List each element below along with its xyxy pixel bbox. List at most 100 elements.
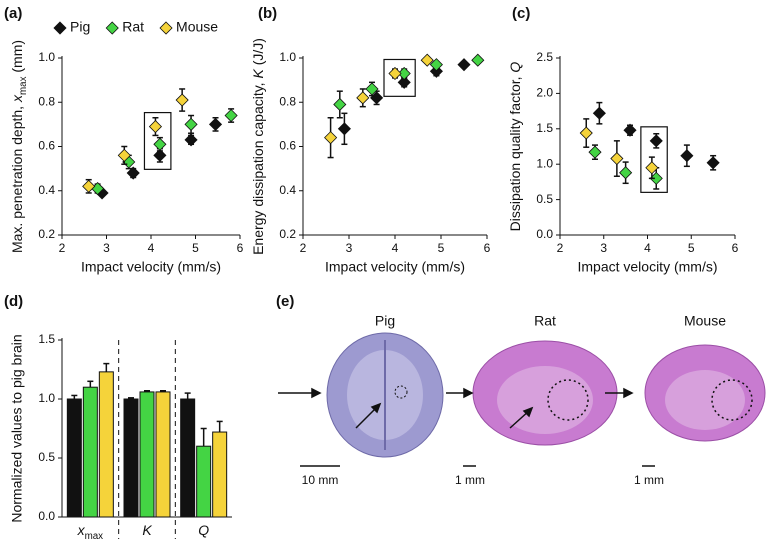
- y-tick-label: 0.0: [536, 227, 553, 241]
- panel-label: (a): [4, 5, 22, 22]
- marker: [457, 58, 471, 72]
- marker: [333, 97, 347, 112]
- marker: [175, 93, 189, 107]
- dotted-circle: [547, 379, 589, 421]
- bar: [196, 445, 212, 518]
- marker: [208, 117, 223, 131]
- highlight-box: [383, 58, 416, 97]
- marker: [184, 117, 198, 131]
- marker: [429, 58, 443, 72]
- y-tick-label: 0.5: [38, 450, 55, 464]
- y-tick-label: 0.2: [38, 227, 55, 241]
- marker: [153, 137, 167, 151]
- legend-label: Mouse: [176, 19, 218, 35]
- legend-label: Pig: [70, 19, 90, 35]
- label-unit: (mm): [9, 40, 25, 77]
- marker: [429, 64, 443, 78]
- x-axis-label: Impact velocity (mm/s): [325, 259, 465, 275]
- bar: [139, 391, 155, 518]
- x-tick-label: 3: [600, 241, 607, 255]
- bar: [123, 398, 139, 518]
- x-tick-label: xmax: [77, 522, 104, 539]
- label-sub: max: [18, 76, 29, 95]
- arrow-head: [463, 387, 474, 399]
- y-axis-label: Normalized values to pig brain: [9, 334, 25, 522]
- label-unit: (J/J): [250, 38, 266, 69]
- x-tick-label: 6: [732, 241, 739, 255]
- arrow-head: [623, 387, 634, 399]
- marker: [117, 148, 131, 162]
- marker: [645, 161, 659, 175]
- panel-label: (e): [276, 293, 294, 310]
- panel-label: (c): [512, 5, 530, 22]
- label-text: Max. penetration depth,: [9, 102, 25, 253]
- x-tick-label: 5: [688, 241, 695, 255]
- label-text: Energy dissipation capacity,: [250, 79, 266, 255]
- y-tick-label: 1.5: [536, 121, 553, 135]
- y-tick-label: 0.2: [279, 227, 296, 241]
- marker: [388, 66, 402, 81]
- arrow-head: [370, 402, 382, 414]
- marker: [680, 149, 694, 163]
- marker: [337, 122, 351, 136]
- marker: [623, 123, 637, 137]
- x-tick-label: 3: [346, 241, 353, 255]
- marker: [420, 53, 434, 67]
- x-tick-label: 6: [237, 241, 244, 255]
- marker: [579, 126, 593, 140]
- bar: [180, 398, 196, 518]
- panel-label: (b): [258, 5, 277, 22]
- x-axis-label: Impact velocity (mm/s): [81, 259, 221, 275]
- arrow-head: [522, 406, 534, 418]
- arrow-head: [311, 387, 322, 399]
- rat-inner: [497, 366, 593, 434]
- panel-label: (d): [4, 293, 23, 310]
- brain-images: [326, 332, 766, 458]
- bar: [66, 398, 82, 518]
- dotted-circle: [711, 379, 753, 421]
- marker: [592, 106, 606, 120]
- legend-marker: [105, 21, 119, 35]
- y-axis-label: Energy dissipation capacity, K (J/J): [250, 38, 266, 255]
- x-tick-label: 2: [557, 241, 564, 255]
- marker: [397, 66, 411, 81]
- legend-marker: [53, 21, 67, 35]
- y-tick-label: 1.0: [536, 156, 553, 170]
- marker: [324, 131, 338, 145]
- legend-marker: [159, 21, 173, 35]
- y-tick-label: 1.5: [38, 332, 55, 346]
- x-tick-label: 3: [103, 241, 110, 255]
- label-var: Q: [198, 522, 209, 538]
- marker: [397, 75, 411, 89]
- bar: [155, 391, 171, 518]
- bar: [98, 371, 114, 518]
- y-tick-label: 0.5: [536, 192, 553, 206]
- label-var: K: [142, 522, 152, 538]
- label-sub: max: [85, 531, 104, 539]
- y-tick-label: 2.0: [536, 86, 553, 100]
- highlight-box: [143, 111, 172, 170]
- y-tick-label: 1.0: [279, 50, 296, 64]
- x-tick-label: 6: [484, 241, 491, 255]
- y-tick-label: 0.4: [38, 183, 55, 197]
- label-text: Dissipation quality factor,: [507, 73, 523, 232]
- label-var: x: [77, 522, 86, 538]
- image-title: Mouse: [684, 313, 726, 329]
- x-tick-label: 4: [148, 241, 155, 255]
- highlight-box: [640, 126, 668, 193]
- x-tick-label: 2: [59, 241, 66, 255]
- x-axis-label: Impact velocity (mm/s): [577, 259, 717, 275]
- scale-label: 10 mm: [302, 473, 339, 487]
- y-axis-label: Dissipation quality factor, Q: [507, 62, 523, 232]
- x-tick-label: Q: [198, 522, 209, 538]
- marker: [610, 151, 624, 166]
- marker: [365, 82, 379, 96]
- x-tick-label: K: [142, 522, 152, 538]
- y-tick-label: 0.4: [279, 183, 296, 197]
- marker: [649, 134, 663, 148]
- bar: [82, 386, 98, 518]
- mouse-inner: [665, 370, 745, 430]
- y-axis-label: Max. penetration depth, xmax (mm): [9, 40, 29, 253]
- marker: [588, 145, 602, 159]
- marker: [224, 108, 238, 123]
